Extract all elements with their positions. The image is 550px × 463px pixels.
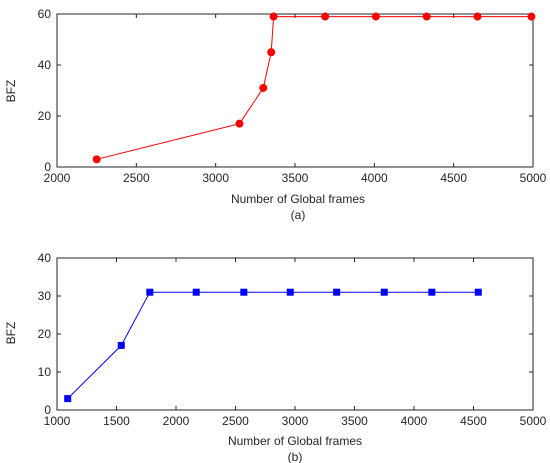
chart-a-xtick-label: 5000	[520, 171, 547, 185]
chart-b-xtick-label: 2500	[222, 414, 249, 428]
chart-b-xtick-label: 1000	[44, 414, 71, 428]
chart-a-data-point	[92, 155, 101, 164]
chart-b-data-point	[192, 288, 200, 296]
chart-a-ylabel: BFZ	[4, 80, 18, 103]
chart-a-ytick-label: 0	[44, 160, 51, 174]
chart-b-xtick-label: 5000	[520, 414, 547, 428]
chart-a-data-point	[259, 83, 268, 92]
chart-b-data-point	[240, 288, 248, 296]
chart-a-data-point	[371, 12, 380, 21]
chart-b-data-point	[474, 288, 482, 296]
chart-a-ytick-label: 40	[38, 58, 52, 72]
chart-b-xtick-label: 2000	[163, 414, 190, 428]
chart-a-ytick-label: 20	[38, 109, 52, 123]
chart-b-xtick-label: 3500	[341, 414, 368, 428]
chart-a-xtick-label: 3000	[202, 171, 229, 185]
chart-b-data-point	[146, 288, 154, 296]
chart-b: BFZ Number of Global frames (b) 1000 1500…	[4, 251, 547, 463]
chart-b-ytick-label: 20	[38, 327, 52, 341]
chart-a-data-point	[267, 48, 276, 57]
chart-b-data-point	[286, 288, 294, 296]
chart-b-ylabel: BFZ	[4, 322, 18, 345]
chart-b-xtick-label: 4000	[401, 414, 428, 428]
chart-a-data-point	[473, 12, 482, 21]
chart-a-xtick-label: 2500	[123, 171, 150, 185]
chart-b-ytick-label: 40	[38, 251, 52, 265]
chart-a-xtick-label: 4000	[361, 171, 388, 185]
chart-a-xtick-label: 3500	[282, 171, 309, 185]
chart-b-series-line	[67, 291, 479, 399]
chart-b-xtick-label: 4500	[460, 414, 487, 428]
chart-b-caption: (b)	[288, 450, 303, 463]
chart-a-plot-frame	[56, 13, 534, 168]
chart-b-plot-frame	[56, 257, 534, 411]
chart-a-data-point	[235, 119, 244, 128]
chart-b-ytick-label: 0	[44, 403, 51, 417]
chart-b-data-point	[333, 288, 341, 296]
chart-b-ytick-label: 30	[38, 289, 52, 303]
chart-b-xlabel: Number of Global frames	[228, 434, 362, 448]
chart-a-xlabel: Number of Global frames	[231, 192, 365, 206]
chart-b-data-point	[380, 288, 388, 296]
chart-a-caption: (a)	[291, 208, 306, 222]
chart-a-xtick-label: 4500	[440, 171, 467, 185]
chart-a: BFZ Number of Global frames (a) 2000 2500…	[4, 7, 547, 222]
chart-a-data-point	[422, 12, 431, 21]
chart-a-series-line	[96, 16, 532, 160]
chart-b-xtick-label: 1500	[103, 414, 130, 428]
chart-b-data-point	[428, 288, 436, 296]
chart-a-data-point	[321, 12, 330, 21]
chart-b-ytick-label: 10	[38, 365, 52, 379]
chart-b-data-point	[117, 341, 125, 349]
chart-a-xtick-label: 2000	[44, 171, 71, 185]
chart-b-data-point	[64, 395, 72, 403]
chart-a-data-point	[527, 12, 536, 21]
chart-a-ytick-label: 60	[38, 7, 52, 21]
chart-b-xtick-label: 3000	[282, 414, 309, 428]
chart-a-data-point	[269, 12, 278, 21]
